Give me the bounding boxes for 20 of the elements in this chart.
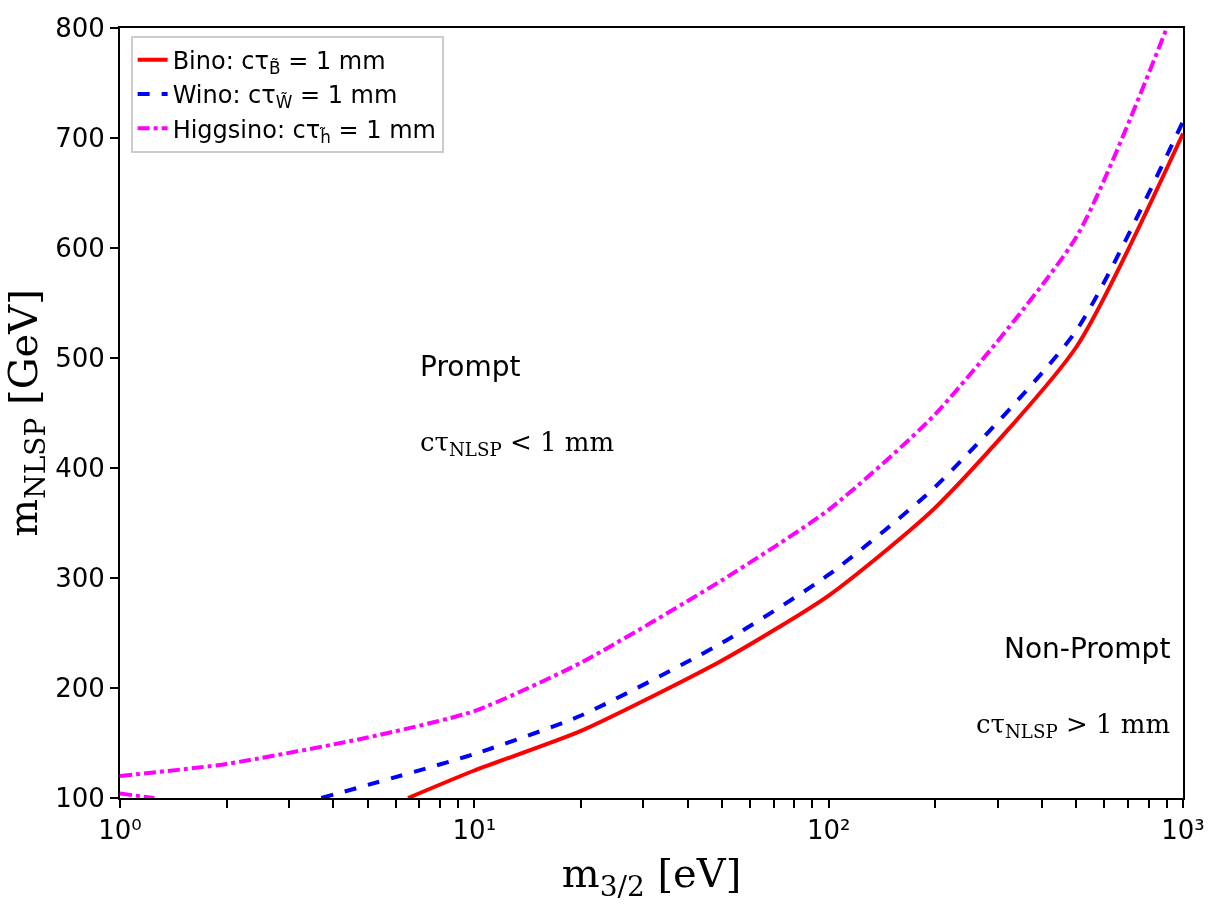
annotation: Non-Prompt [1004,632,1171,665]
x-tick-label: 10¹ [452,815,497,846]
y-tick-label: 200 [55,673,105,704]
y-tick-label: 300 [55,563,105,594]
x-tick-label: 10³ [1161,815,1205,846]
annotation: Prompt [420,350,521,383]
y-tick-label: 400 [55,453,105,484]
y-tick-label: 500 [55,343,105,374]
y-tick-label: 100 [55,783,105,814]
x-tick-label: 10⁰ [98,815,142,846]
x-tick-label: 10² [806,815,851,846]
x-axis-title: m$_{3/2}$ [eV] [561,850,742,903]
legend-label: Bino: cτ$_{B̃}$ = 1 mm [172,47,386,79]
annotation: cτ$_{NLSP}$ > 1 mm [976,709,1171,743]
legend-label: Wino: cτ$_{W̃}$ = 1 mm [172,81,398,113]
y-tick-label: 700 [55,123,105,154]
annotation: cτ$_{NLSP}$ < 1 mm [420,427,615,461]
y-tick-label: 800 [55,13,105,44]
legend-label: Higgsino: cτ$_{h̃}$ = 1 mm [172,115,436,147]
y-tick-label: 600 [55,233,105,264]
